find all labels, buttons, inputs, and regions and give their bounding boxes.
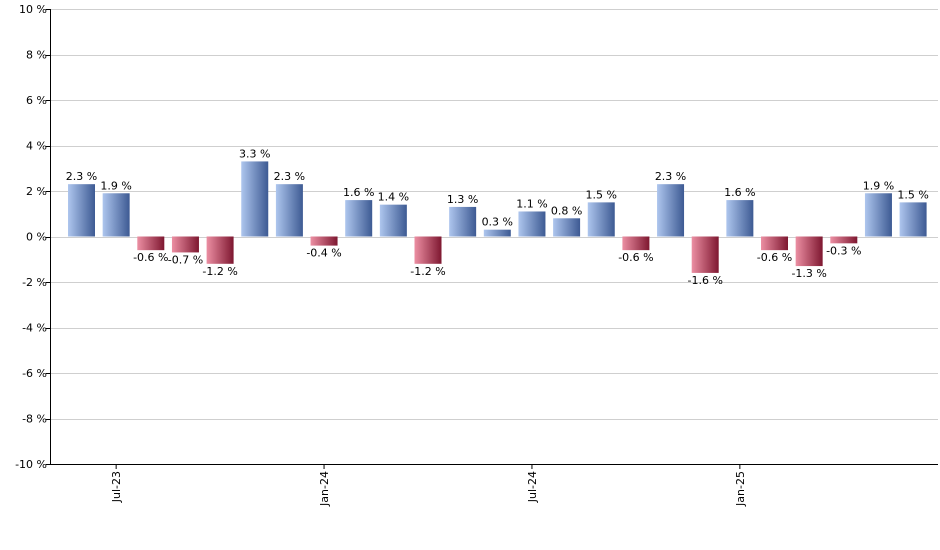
bar xyxy=(553,218,581,237)
data-label: -1.2 % xyxy=(202,265,237,278)
data-label: 1.5 % xyxy=(897,188,928,201)
data-label: -0.6 % xyxy=(757,251,792,264)
bar xyxy=(518,211,546,237)
data-label: 1.6 % xyxy=(724,186,755,199)
y-tick-label: -6 % xyxy=(22,367,47,380)
y-tick-label: 6 % xyxy=(26,94,47,107)
bar xyxy=(310,236,338,246)
data-label: 0.8 % xyxy=(551,204,582,217)
data-label: 3.3 % xyxy=(239,147,270,160)
bar xyxy=(691,236,719,273)
data-label: -1.3 % xyxy=(791,267,826,280)
y-tick-label: 8 % xyxy=(26,49,47,62)
data-label: 1.6 % xyxy=(343,186,374,199)
bar xyxy=(830,236,858,244)
data-label: 2.3 % xyxy=(274,170,305,183)
bar xyxy=(102,193,130,237)
bar xyxy=(622,236,650,251)
data-label: 0.3 % xyxy=(482,216,513,229)
y-tick-label: 0 % xyxy=(26,231,47,244)
bars xyxy=(68,161,927,273)
bar xyxy=(206,236,234,264)
y-tick-label: 10 % xyxy=(19,3,47,16)
y-tick-label: -2 % xyxy=(22,276,47,289)
bar xyxy=(726,200,754,237)
y-tick-label: -4 % xyxy=(22,322,47,335)
x-tick-label: Jul-23 xyxy=(110,471,123,503)
data-labels: 2.3 %1.9 %-0.6 % -0.7 %-1.2 %3.3 %2.3 %-0… xyxy=(66,147,929,286)
data-label: 1.3 % xyxy=(447,193,478,206)
bar xyxy=(414,236,442,264)
bar xyxy=(761,236,788,251)
data-label: 1.5 % xyxy=(586,188,617,201)
bar xyxy=(795,236,823,267)
bar xyxy=(864,193,892,237)
data-label: 1.1 % xyxy=(516,197,547,210)
axes: -10 % -8 % -6 % -4 % -2 % 0 % 2 % 4 % 6 % 8 % 10 %… xyxy=(15,3,938,507)
data-label: -0.4 % xyxy=(306,247,341,260)
data-label: 1.4 % xyxy=(378,191,409,204)
y-tick-label: -10 % xyxy=(15,458,47,471)
bar xyxy=(379,204,407,237)
data-label: -1.2 % xyxy=(410,265,445,278)
x-tick-label: Jan-24 xyxy=(318,471,331,507)
y-tick-label: 2 % xyxy=(26,185,47,198)
x-tick-label: Jan-25 xyxy=(734,471,747,507)
bar xyxy=(68,184,95,237)
bar xyxy=(587,202,615,237)
x-tick-label: Jul-24 xyxy=(526,471,539,503)
data-label: 2.3 % xyxy=(655,170,686,183)
data-label: -0.7 % xyxy=(168,253,203,266)
bar xyxy=(137,236,165,251)
data-label: -0.6 % xyxy=(133,251,168,264)
bar xyxy=(171,236,199,253)
data-label: -0.6 % xyxy=(618,251,653,264)
y-tick-label: 4 % xyxy=(26,140,47,153)
bar xyxy=(483,229,511,237)
bar xyxy=(345,200,373,237)
data-label: -0.3 % xyxy=(826,244,861,257)
data-label: 1.9 % xyxy=(100,179,131,192)
bar xyxy=(275,184,303,237)
data-label: 1.9 % xyxy=(863,179,894,192)
data-label: 2.3 % xyxy=(66,170,97,183)
data-label: -1.6 % xyxy=(687,274,722,287)
bar xyxy=(449,206,477,237)
bar xyxy=(899,202,927,237)
bar xyxy=(241,161,269,237)
bar xyxy=(657,184,685,237)
y-tick-label: -8 % xyxy=(22,413,47,426)
